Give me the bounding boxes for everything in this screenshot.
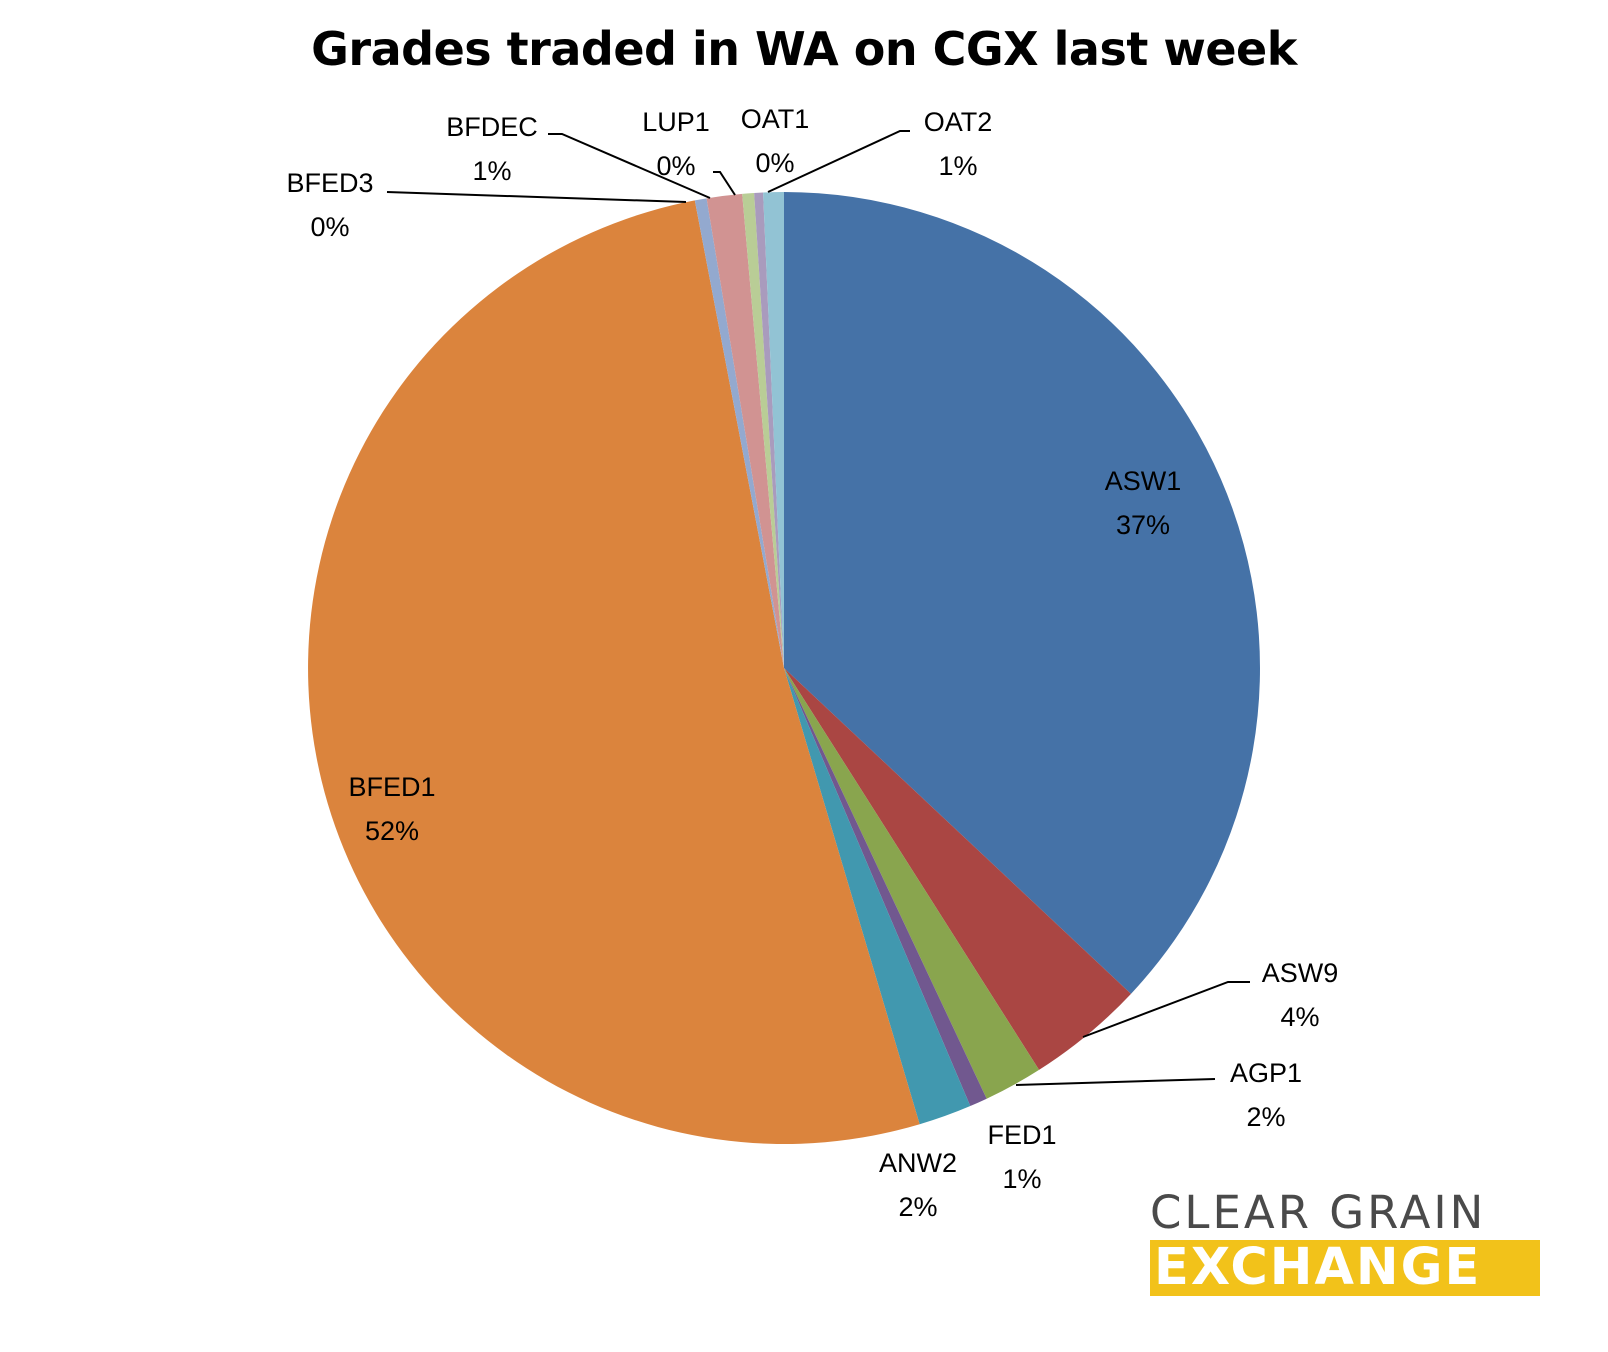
pie-slice-bfed3 — [694, 198, 784, 668]
clear-grain-exchange-logo: CLEAR GRAIN EXCHANGE — [1150, 1188, 1540, 1296]
pie-slice-bfdec — [706, 193, 784, 668]
slice-percent-asw1: 37% — [1116, 510, 1170, 540]
leader-line-bfed3 — [386, 191, 687, 203]
pie-slice-asw9 — [784, 668, 1131, 1070]
slice-label-bfed1: BFED1 — [348, 772, 435, 802]
slice-label-asw1: ASW1 — [1105, 466, 1182, 496]
leader-line-agp1 — [1015, 1078, 1216, 1086]
pie-slice-fed1 — [784, 668, 987, 1107]
slice-label-oat1: OAT1 — [741, 104, 810, 134]
pie-slice-oat1 — [754, 192, 784, 668]
slice-label-asw9: ASW9 — [1262, 958, 1339, 988]
slice-percent-bfdec: 1% — [472, 156, 511, 186]
slice-percent-asw9: 4% — [1280, 1002, 1319, 1032]
slice-label-oat2: OAT2 — [924, 107, 993, 137]
slice-label-bfdec: BFDEC — [446, 112, 538, 142]
logo-text-top: CLEAR GRAIN — [1150, 1186, 1487, 1239]
pie-slice-oat2 — [763, 191, 784, 668]
leader-line-oat2 — [767, 130, 910, 193]
pie-slice-lup1 — [742, 192, 784, 668]
slice-percent-bfed3: 0% — [310, 212, 349, 242]
pie-slice-anw2 — [784, 668, 971, 1125]
chart-title: Grades traded in WA on CGX last week — [311, 22, 1297, 76]
leader-line-asw9 — [1082, 981, 1250, 1038]
slice-label-anw2: ANW2 — [879, 1148, 957, 1178]
slice-percent-fed1: 1% — [1002, 1164, 1041, 1194]
slice-label-fed1: FED1 — [987, 1120, 1056, 1150]
slice-percent-oat2: 1% — [938, 151, 977, 181]
slice-label-lup1: LUP1 — [642, 107, 710, 137]
slice-percent-lup1: 0% — [656, 151, 695, 181]
slice-label-bfed3: BFED3 — [286, 168, 373, 198]
leader-line-bfdec — [548, 133, 711, 199]
pie-slice-agp1 — [784, 668, 1040, 1099]
slice-percent-bfed1: 52% — [365, 816, 419, 846]
pie-slice-bfed1 — [308, 200, 920, 1144]
leader-line-lup1 — [713, 171, 736, 196]
logo-band: EXCHANGE — [1150, 1240, 1540, 1296]
slice-percent-anw2: 2% — [898, 1192, 937, 1222]
slice-percent-agp1: 2% — [1246, 1102, 1285, 1132]
logo-text-bottom: EXCHANGE — [1154, 1240, 1482, 1296]
slice-label-agp1: AGP1 — [1230, 1058, 1302, 1088]
slice-percent-oat1: 0% — [755, 148, 794, 178]
pie-slice-asw1 — [784, 192, 1260, 994]
